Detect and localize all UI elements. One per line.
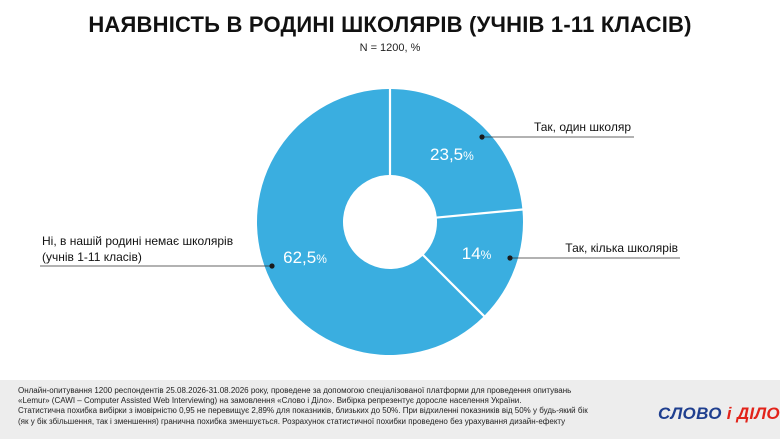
slice-value-label: 23,5%	[430, 145, 474, 164]
logo-word-slovo: СЛОВО	[658, 404, 722, 423]
methodology-note: Онлайн-опитування 1200 респондентів 25.0…	[18, 386, 638, 427]
sample-size-label: N = 1200, %	[359, 42, 421, 54]
slice-value-label: 62,5%	[283, 248, 327, 267]
slice-category-label: Так, кілька школярів	[565, 241, 678, 255]
slice-category-label: (учнів 1-11 класів)	[42, 250, 142, 264]
footer-band	[0, 380, 780, 439]
slovo-i-dilo-logo: СЛОВО і ДІЛО	[658, 404, 780, 424]
leader-dot	[507, 255, 513, 261]
methodology-line: (як у бік збільшення, так і зменшення) г…	[18, 416, 566, 426]
donut-slice	[391, 89, 523, 217]
slice-value-label: 14%	[462, 244, 492, 263]
donut-slice	[257, 89, 484, 355]
donut-slice	[424, 210, 523, 316]
leader-dot	[269, 263, 275, 269]
methodology-line: «Lemur» (CAWI – Computer Assisted Web In…	[18, 396, 522, 406]
leader-dot	[479, 134, 485, 140]
slice-category-label: Ні, в нашій родині немає школярів	[42, 234, 233, 248]
methodology-line: Статистична похибка вибірки з імовірніст…	[18, 406, 588, 416]
donut-chart: 23,5% Так, один школяр 14% Так, кілька школ…	[40, 89, 680, 355]
methodology-line: Онлайн-опитування 1200 респондентів 25.0…	[18, 386, 572, 395]
slice-category-label: Так, один школяр	[534, 120, 631, 134]
page-title: НАЯВНІСТЬ В РОДИНІ ШКОЛЯРІВ (УЧНІВ 1-11 …	[88, 12, 692, 37]
logo-word-dilo: і ДІЛО	[726, 404, 780, 423]
